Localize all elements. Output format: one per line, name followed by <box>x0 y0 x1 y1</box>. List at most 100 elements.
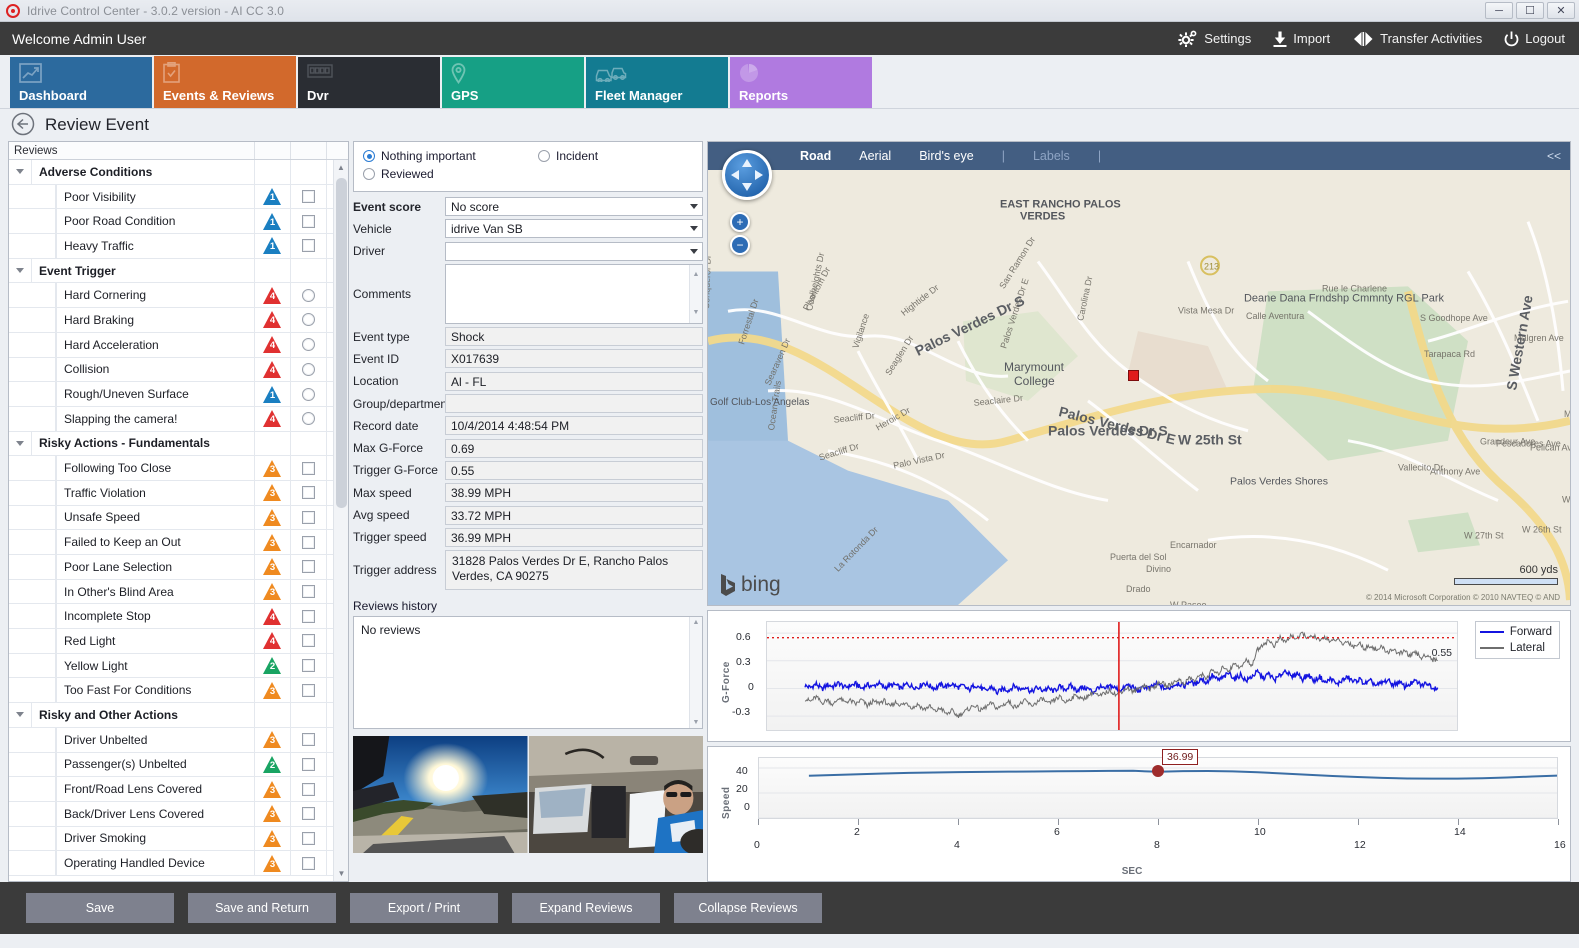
tree-item-control[interactable] <box>290 480 326 505</box>
tree-item-row[interactable]: Poor Lane Selection 3 <box>9 555 348 580</box>
tree-item-checkbox[interactable] <box>302 659 315 673</box>
tree-item-radio[interactable] <box>302 362 315 376</box>
road-camera-thumbnail[interactable] <box>353 736 528 854</box>
scroll-up-arrow[interactable]: ▲ <box>337 163 345 172</box>
tree-item-control[interactable] <box>290 777 326 801</box>
import-button[interactable]: Import <box>1273 31 1330 47</box>
tree-item-row[interactable]: Incomplete Stop 4 <box>9 604 348 630</box>
tree-item-radio[interactable] <box>302 338 315 352</box>
tree-item-control[interactable] <box>290 332 326 357</box>
tree-item-control[interactable] <box>290 456 326 480</box>
tree-item-row[interactable]: Slapping the camera! 4 <box>9 406 348 432</box>
logout-button[interactable]: Logout <box>1504 31 1565 47</box>
tree-item-checkbox[interactable] <box>302 560 315 574</box>
scrollbar-thumb[interactable] <box>336 178 347 508</box>
gforce-chart[interactable]: G-Force 0.6 0.3 0 -0.3 Forward Lateral 0… <box>707 610 1571 742</box>
tree-item-checkbox[interactable] <box>302 535 315 549</box>
tree-item-checkbox[interactable] <box>302 634 315 648</box>
tree-item-control[interactable] <box>290 579 326 604</box>
tree-item-radio[interactable] <box>302 387 315 401</box>
tree-item-control[interactable] <box>290 530 326 554</box>
tree-item-row[interactable]: Heavy Traffic 1 <box>9 234 348 259</box>
tree-expand-caret[interactable] <box>9 259 31 283</box>
scroll-up-arrow[interactable]: ▲ <box>692 619 700 627</box>
nav-tile-events-reviews[interactable]: Events & Reviews <box>154 56 296 108</box>
tree-item-control[interactable] <box>290 406 326 431</box>
tree-item-row[interactable]: Front/Road Lens Covered 3 <box>9 777 348 802</box>
tree-item-row[interactable]: Hard Cornering 4 <box>9 283 348 309</box>
tree-item-checkbox[interactable] <box>302 831 315 845</box>
tree-item-control[interactable] <box>290 678 326 703</box>
map-labels-toggle[interactable]: Labels <box>1032 149 1070 163</box>
tree-expand-caret[interactable] <box>9 160 31 184</box>
field-select[interactable]: idrive Van SB <box>445 219 703 239</box>
settings-button[interactable]: Settings <box>1178 30 1251 47</box>
tree-item-checkbox[interactable] <box>302 190 315 204</box>
tree-item-radio[interactable] <box>302 412 315 426</box>
tree-item-row[interactable]: In Other's Blind Area 3 <box>9 579 348 605</box>
tree-item-checkbox[interactable] <box>302 807 315 821</box>
tree-item-checkbox[interactable] <box>302 609 315 623</box>
tree-item-row[interactable]: Yellow Light 2 <box>9 653 348 679</box>
tree-item-checkbox[interactable] <box>302 461 315 475</box>
speed-chart[interactable]: Speed 40 20 0 0 2 4 6 8 10 12 14 16 SEC 36.99 <box>707 746 1571 882</box>
comments-scrollbar[interactable]: ▲ ▼ <box>689 264 702 323</box>
tree-item-row[interactable]: Poor Visibility 1 <box>9 184 348 210</box>
tree-item-row[interactable]: Unsafe Speed 3 <box>9 505 348 531</box>
save-button[interactable]: Save <box>26 893 174 923</box>
tree-item-checkbox[interactable] <box>302 239 315 253</box>
tree-item-control[interactable] <box>290 184 326 209</box>
nav-tile-fleet-manager[interactable]: Fleet Manager <box>586 57 728 108</box>
tree-item-checkbox[interactable] <box>302 214 315 228</box>
tree-item-control[interactable] <box>290 752 326 777</box>
save-and-return-button[interactable]: Save and Return <box>188 893 336 923</box>
tree-item-control[interactable] <box>290 382 326 406</box>
tree-item-control[interactable] <box>290 357 326 382</box>
tree-item-row[interactable]: Hard Acceleration 4 <box>9 332 348 358</box>
tree-group-row[interactable]: Risky and Other Actions <box>9 703 348 728</box>
scroll-down-arrow[interactable]: ▼ <box>692 308 700 316</box>
driver-camera-thumbnail[interactable] <box>528 736 703 854</box>
tree-item-control[interactable] <box>290 308 326 332</box>
tree-item-control[interactable] <box>290 727 326 752</box>
reviews-tree-scrollbar[interactable]: ▲ ▼ <box>333 160 348 881</box>
field-select[interactable] <box>445 241 703 261</box>
tree-expand-caret[interactable] <box>9 432 31 456</box>
nav-tile-gps[interactable]: GPS <box>442 57 584 108</box>
reviews-tree-body[interactable]: Adverse Conditions Poor Visibility 1 Poor R… <box>9 160 348 881</box>
field-select[interactable]: No score <box>445 197 703 216</box>
tree-item-checkbox[interactable] <box>302 733 315 747</box>
tree-item-row[interactable]: Hard Braking 4 <box>9 308 348 333</box>
radio-nothing-important[interactable]: Nothing important <box>363 149 538 163</box>
tree-item-checkbox[interactable] <box>302 486 315 500</box>
scroll-down-arrow[interactable]: ▼ <box>692 719 700 727</box>
map-pan-control[interactable] <box>722 150 772 200</box>
nav-tile-dashboard[interactable]: Dashboard <box>10 57 152 108</box>
tree-group-row[interactable]: Event Trigger <box>9 258 348 284</box>
scroll-down-arrow[interactable]: ▼ <box>337 869 346 878</box>
radio-incident[interactable]: Incident <box>538 149 598 163</box>
map-zoom-out-button[interactable]: − <box>730 235 750 255</box>
comments-textarea[interactable]: ▲ ▼ <box>445 263 703 324</box>
tree-item-row[interactable]: Traffic Violation 3 <box>9 480 348 506</box>
maximize-button[interactable]: ☐ <box>1516 2 1544 19</box>
tree-item-control[interactable] <box>290 283 326 308</box>
minimize-button[interactable]: ─ <box>1485 2 1513 19</box>
tree-item-control[interactable] <box>290 851 326 875</box>
tree-item-row[interactable]: Poor Road Condition 1 <box>9 209 348 235</box>
tree-item-row[interactable]: Following Too Close 3 <box>9 456 348 481</box>
tree-group-row[interactable]: Adverse Conditions <box>9 160 348 185</box>
tree-item-control[interactable] <box>290 653 326 678</box>
tree-item-row[interactable]: Back/Driver Lens Covered 3 <box>9 801 348 827</box>
event-map[interactable]: Phantom Dr Searaven Dr Vigilance Hightid… <box>707 141 1571 606</box>
tree-item-row[interactable]: Driver Smoking 3 <box>9 826 348 852</box>
tree-item-control[interactable] <box>290 209 326 234</box>
scroll-up-arrow[interactable]: ▲ <box>692 270 700 278</box>
tree-item-control[interactable] <box>290 555 326 579</box>
tree-item-checkbox[interactable] <box>302 782 315 796</box>
tree-item-checkbox[interactable] <box>302 757 315 771</box>
tree-item-row[interactable]: Driver Unbelted 3 <box>9 727 348 753</box>
tree-item-checkbox[interactable] <box>302 585 315 599</box>
tree-item-row[interactable]: Failed to Keep an Out 3 <box>9 530 348 555</box>
expand-reviews-button[interactable]: Expand Reviews <box>512 893 660 923</box>
